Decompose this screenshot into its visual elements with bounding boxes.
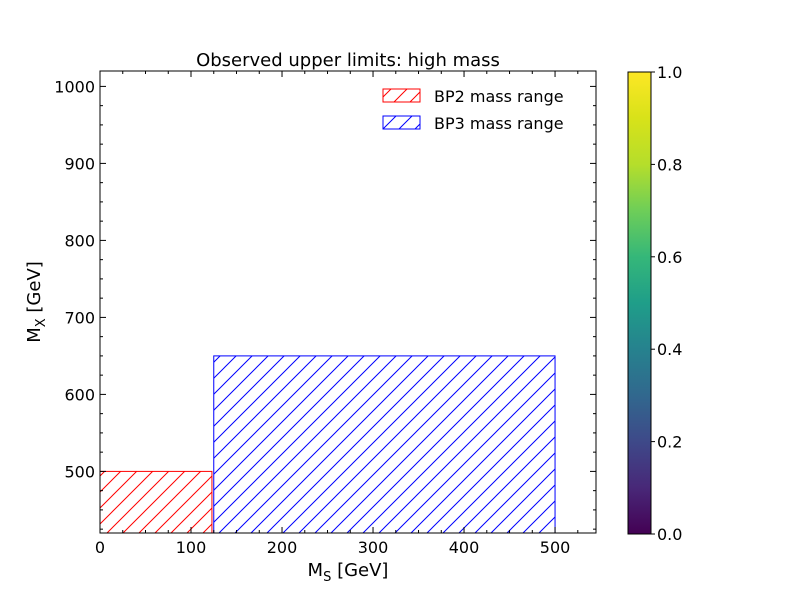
region-bp2-mass-range: [100, 470, 213, 533]
y-tick-label: 500: [64, 462, 95, 481]
x-axis-label-sub: S: [323, 570, 331, 585]
x-tick-label: 300: [358, 538, 389, 557]
x-tick-label: 400: [449, 538, 480, 557]
colorbar-tick-label: 0.8: [657, 155, 682, 174]
colorbar-tick-label: 0.6: [657, 248, 682, 267]
plot-frame: [99, 70, 597, 534]
region-bp3-mass-range: [213, 355, 556, 533]
y-axis-label-main: M: [24, 327, 45, 343]
legend-label-bp2-mass-range: BP2 mass range: [434, 87, 564, 106]
legend-swatch-bp2-mass-range: [382, 88, 421, 103]
chart-title: Observed upper limits: high mass: [196, 50, 500, 71]
colorbar-ticks: 0.0 0.2 0.4 0.6 0.8 1.0: [651, 63, 682, 544]
y-tick-label: 800: [64, 231, 95, 250]
y-axis-label-unit: [GeV]: [24, 261, 45, 318]
y-axis-label-sub: X: [34, 318, 49, 327]
x-axis-label-main: M: [308, 560, 324, 581]
legend-swatch-bp3-mass-range: [382, 115, 421, 130]
x-tick-label: 0: [95, 538, 105, 557]
plot-regions: [100, 355, 556, 533]
colorbar-tick-label: 0.0: [657, 525, 682, 544]
colorbar-tick-label: 0.2: [657, 433, 682, 452]
x-axis-label: MS [GeV]: [308, 560, 389, 585]
y-tick-label: 600: [64, 385, 95, 404]
x-tick-label: 200: [267, 538, 298, 557]
legend-label-bp3-mass-range: BP3 mass range: [434, 114, 564, 133]
y-tick-label: 900: [64, 154, 95, 173]
colorbar-tick-label: 1.0: [657, 63, 682, 82]
legend: BP2 mass range BP3 mass range: [382, 87, 564, 133]
axis-ticks: 0 100 200 300 400 500 500 600 700 800 900 1000: [54, 71, 596, 557]
y-tick-label: 1000: [54, 77, 95, 96]
y-tick-label: 700: [64, 308, 95, 327]
x-axis-label-unit: [GeV]: [331, 560, 388, 581]
x-tick-label: 500: [540, 538, 571, 557]
y-axis-label: MX [GeV]: [24, 261, 49, 343]
colorbar-tick-label: 0.4: [657, 340, 682, 359]
colorbar: [627, 71, 652, 535]
x-tick-label: 100: [176, 538, 207, 557]
